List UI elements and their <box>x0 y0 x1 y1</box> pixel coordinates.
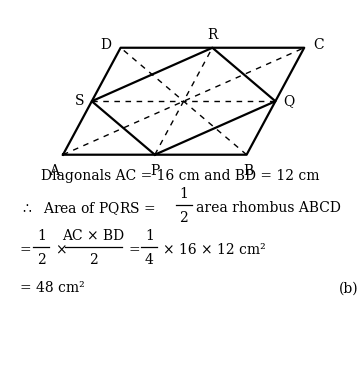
Text: 1: 1 <box>145 228 154 243</box>
Text: 1: 1 <box>37 228 46 243</box>
Text: R: R <box>207 28 217 42</box>
Text: 2: 2 <box>179 211 188 225</box>
Text: P: P <box>150 164 159 178</box>
Text: A: A <box>49 164 59 178</box>
Text: 1: 1 <box>179 186 188 201</box>
Text: 4: 4 <box>145 253 154 267</box>
Text: S: S <box>75 94 84 108</box>
Text: Diagonals AC = 16 cm and BD = 12 cm: Diagonals AC = 16 cm and BD = 12 cm <box>41 170 319 183</box>
Text: (b): (b) <box>338 282 358 295</box>
Text: 2: 2 <box>89 253 98 267</box>
Text: Q: Q <box>283 94 294 108</box>
Text: = 48 cm²: = 48 cm² <box>20 282 85 295</box>
Text: 2: 2 <box>37 253 46 267</box>
Text: B: B <box>243 164 253 178</box>
Text: × 16 × 12 cm²: × 16 × 12 cm² <box>163 243 265 257</box>
Text: $\therefore$  Area of PQRS =: $\therefore$ Area of PQRS = <box>20 200 157 217</box>
Text: C: C <box>313 38 324 52</box>
Text: area rhombus ABCD: area rhombus ABCD <box>196 201 341 215</box>
Text: D: D <box>100 38 112 52</box>
Text: =: = <box>129 243 140 257</box>
Text: AC × BD: AC × BD <box>63 228 125 243</box>
Text: ×: × <box>55 243 67 257</box>
Text: =: = <box>20 243 31 257</box>
